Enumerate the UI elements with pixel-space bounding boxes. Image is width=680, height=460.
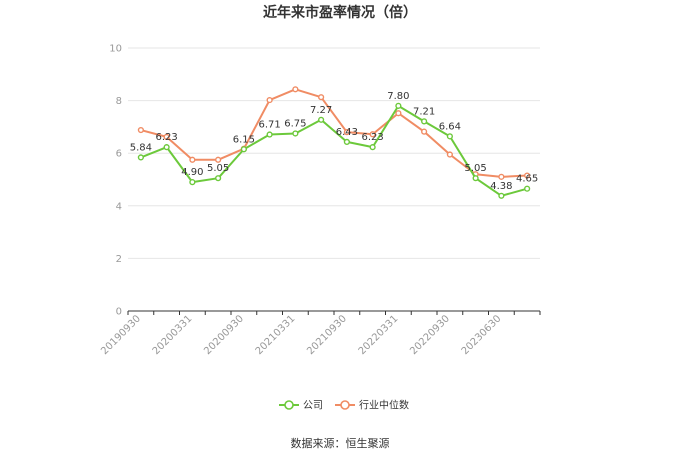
data-label: 7.21: [413, 106, 435, 117]
x-tick-label: 20190930: [99, 313, 143, 357]
y-tick-label: 2: [116, 254, 122, 265]
data-point: [369, 131, 376, 138]
data-point: [524, 172, 531, 179]
x-tick-label: 20220930: [408, 313, 452, 357]
legend-item-industry[interactable]: 行业中位数: [335, 399, 409, 412]
x-axis: 20190930 20200331 20200930 20210331 20210930…: [99, 310, 541, 357]
data-label: 4.90: [181, 167, 203, 178]
x-tick-label: 20220331: [357, 313, 401, 357]
data-point: [395, 110, 402, 117]
data-point: [472, 175, 479, 182]
data-label: 6.23: [361, 132, 383, 143]
data-label: 6.43: [336, 127, 358, 138]
legend-label: 行业中位数: [359, 399, 409, 412]
data-point: [421, 128, 428, 135]
y-tick-label: 8: [116, 96, 122, 107]
data-label: 5.05: [207, 163, 229, 174]
data-point: [446, 151, 453, 158]
data-label: 6.71: [258, 120, 280, 131]
data-point: [498, 192, 505, 199]
data-label: 4.65: [516, 174, 538, 185]
y-tick-label: 6: [116, 149, 122, 160]
data-label: 6.23: [155, 132, 177, 143]
data-label: 6.64: [439, 121, 461, 132]
data-point: [421, 118, 428, 125]
series-line: [140, 104, 528, 197]
data-label: 5.84: [130, 142, 152, 153]
data-point: [343, 129, 350, 136]
data-point: [369, 144, 376, 151]
data-point: [215, 156, 222, 163]
legend-swatch-marker: [284, 400, 294, 410]
data-point: [318, 94, 325, 101]
data-label: 7.80: [387, 91, 409, 102]
data-point: [318, 116, 325, 123]
data-label: 7.27: [310, 105, 332, 116]
data-point: [446, 133, 453, 140]
data-point: [498, 173, 505, 180]
data-point: [137, 154, 144, 161]
data-label: 6.15: [233, 134, 255, 145]
data-point: [189, 179, 196, 186]
data-label: 4.38: [490, 181, 512, 192]
data-point: [240, 146, 247, 153]
data-point: [524, 185, 531, 192]
y-tick-label: 0: [116, 307, 122, 318]
legend-item-company[interactable]: 公司: [279, 400, 323, 412]
data-point: [343, 138, 350, 145]
data-point: [266, 131, 273, 138]
x-tick-label: 20210331: [254, 313, 298, 357]
series-line: [140, 88, 528, 178]
data-point: [137, 126, 144, 134]
data-point: [292, 130, 299, 137]
y-axis: 0 2 4 6 8 10: [109, 44, 122, 318]
grid: [128, 47, 540, 259]
legend[interactable]: 公司 行业中位数: [279, 399, 409, 412]
x-tick-label: 20210930: [305, 313, 349, 357]
data-point: [189, 156, 196, 163]
series-lines: [137, 86, 531, 199]
data-point: [163, 133, 170, 140]
data-point: [163, 144, 170, 151]
x-tick-label: 20200331: [151, 313, 195, 357]
legend-swatch-marker: [340, 400, 350, 410]
data-label: 6.75: [284, 118, 306, 129]
data-point: [266, 96, 273, 104]
data-point: [215, 175, 222, 182]
data-labels: 5.846.234.90 5.056.156.71 6.757.276.43 6.23…: [130, 91, 539, 192]
x-tick-label: 20230630: [460, 313, 504, 357]
y-tick-label: 4: [116, 201, 122, 212]
data-point: [292, 86, 299, 93]
data-label: 5.05: [464, 163, 486, 174]
chart-title: 近年来市盈率情况（倍）: [263, 4, 417, 21]
data-source: 数据来源：恒生聚源: [291, 436, 390, 450]
y-tick-label: 10: [109, 44, 122, 55]
legend-label: 公司: [303, 401, 323, 412]
data-point: [395, 102, 402, 109]
x-tick-label: 20200930: [202, 313, 246, 357]
